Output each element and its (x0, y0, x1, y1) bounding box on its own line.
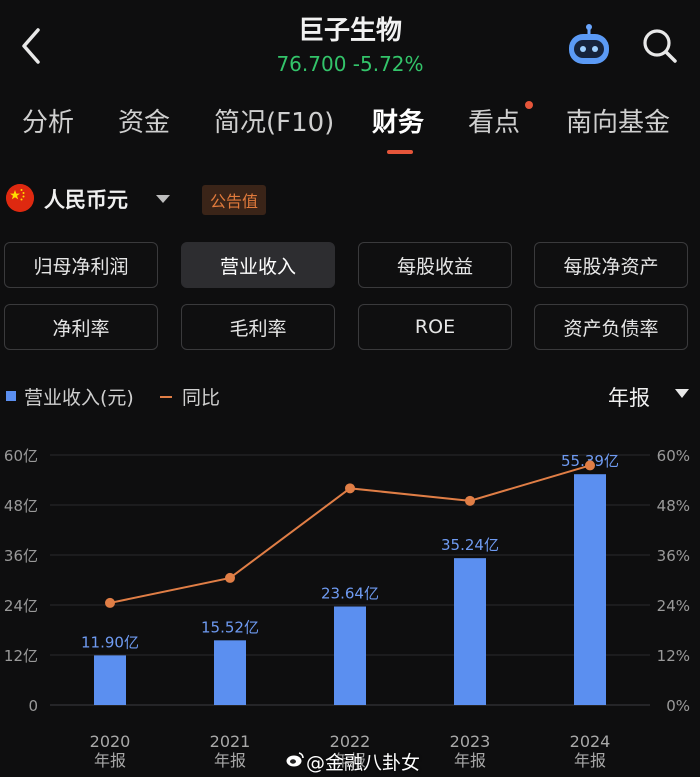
tab-southbound-funds[interactable]: 南向基金 (566, 108, 671, 138)
yoy-point (345, 483, 355, 494)
y-left-tick-label: 48亿 (4, 497, 38, 515)
stock-price: 76.700 (276, 52, 347, 76)
stock-change: -5.72% (352, 52, 424, 76)
tab-analysis[interactable]: 分析 (22, 108, 75, 138)
revenue-bar (94, 655, 126, 705)
legend-bar-swatch (6, 391, 16, 401)
caret-down-icon[interactable] (675, 389, 689, 398)
y-right-tick-label: 60% (657, 447, 690, 465)
x-tick-label: 年报 (454, 751, 486, 770)
metric-net-margin-button[interactable]: 净利率 (4, 304, 158, 350)
caret-down-icon[interactable] (156, 195, 170, 203)
y-right-tick-label: 36% (657, 547, 690, 565)
revenue-bar (214, 640, 246, 705)
x-tick-label: 2023 (450, 732, 491, 751)
tab-finance[interactable]: 财务 (372, 108, 425, 138)
legend-revenue-label: 营业收入(元) (24, 387, 134, 409)
stock-quote: 76.700 -5.72% (0, 52, 700, 76)
metric-debt-ratio-button[interactable]: 资产负债率 (534, 304, 688, 350)
tab-highlights[interactable]: 看点 (468, 108, 521, 138)
period-selector[interactable]: 年报 (608, 386, 650, 410)
back-chevron-icon[interactable] (12, 24, 52, 68)
y-right-tick-label: 24% (657, 597, 690, 615)
bar-data-label: 35.24亿 (441, 536, 499, 554)
robot-assistant-icon[interactable] (566, 22, 612, 68)
y-left-tick-label: 0 (28, 697, 38, 715)
search-icon[interactable] (640, 26, 680, 66)
revenue-bar (574, 474, 606, 705)
bar-data-label: 11.90亿 (81, 633, 139, 651)
y-right-tick-label: 48% (657, 497, 690, 515)
tab-profile-f10[interactable]: 简况(F10) (214, 108, 335, 138)
revenue-bar (334, 606, 366, 705)
x-tick-label: 年报 (214, 751, 246, 770)
yoy-point (585, 460, 595, 471)
bar-data-label: 15.52亿 (201, 618, 259, 636)
stock-title: 巨子生物 (297, 16, 402, 46)
y-left-tick-label: 36亿 (4, 547, 38, 565)
x-tick-label: 年报 (574, 751, 606, 770)
y-right-tick-label: 12% (657, 647, 690, 665)
metric-gross-margin-button[interactable]: 毛利率 (181, 304, 335, 350)
active-tab-indicator (387, 150, 413, 154)
tab-funds[interactable]: 资金 (118, 108, 171, 138)
revenue-bar (454, 558, 486, 705)
y-left-tick-label: 60亿 (4, 447, 38, 465)
metric-roe-button[interactable]: ROE (358, 304, 512, 350)
revenue-chart: 60亿 60% 48亿 48% 36亿 36% 24亿 24% 12亿 12% 0 0% 11.90亿 1… (4, 447, 690, 770)
x-tick-label: 年报 (334, 751, 366, 770)
x-tick-label: 年报 (94, 751, 126, 770)
metric-eps-button[interactable]: 每股收益 (358, 242, 512, 288)
x-tick-label: 2020 (90, 732, 131, 751)
metric-revenue-button[interactable]: 营业收入 (181, 242, 335, 288)
metric-bvps-button[interactable]: 每股净资产 (534, 242, 688, 288)
notification-dot (525, 101, 533, 109)
yoy-point (465, 495, 475, 506)
y-left-tick-label: 24亿 (4, 597, 38, 615)
yoy-point (105, 597, 115, 608)
y-right-tick-label: 0% (666, 697, 690, 715)
announced-value-badge: 公告值 (202, 185, 267, 215)
legend-line-swatch (160, 396, 172, 398)
x-tick-label: 2024 (570, 732, 611, 751)
yoy-point (225, 572, 235, 583)
watermark-text: @金融八卦女 (306, 752, 421, 774)
currency-selector[interactable]: 人民币元 (44, 188, 128, 212)
x-tick-label: 2021 (210, 732, 251, 751)
bar-data-label: 23.64亿 (321, 585, 379, 603)
weibo-icon (286, 752, 304, 767)
metric-net-profit-button[interactable]: 归母净利润 (4, 242, 158, 288)
legend-yoy-label: 同比 (182, 387, 221, 409)
x-tick-label: 2022 (330, 732, 371, 751)
y-left-tick-label: 12亿 (4, 647, 38, 665)
china-flag-icon (6, 184, 34, 212)
